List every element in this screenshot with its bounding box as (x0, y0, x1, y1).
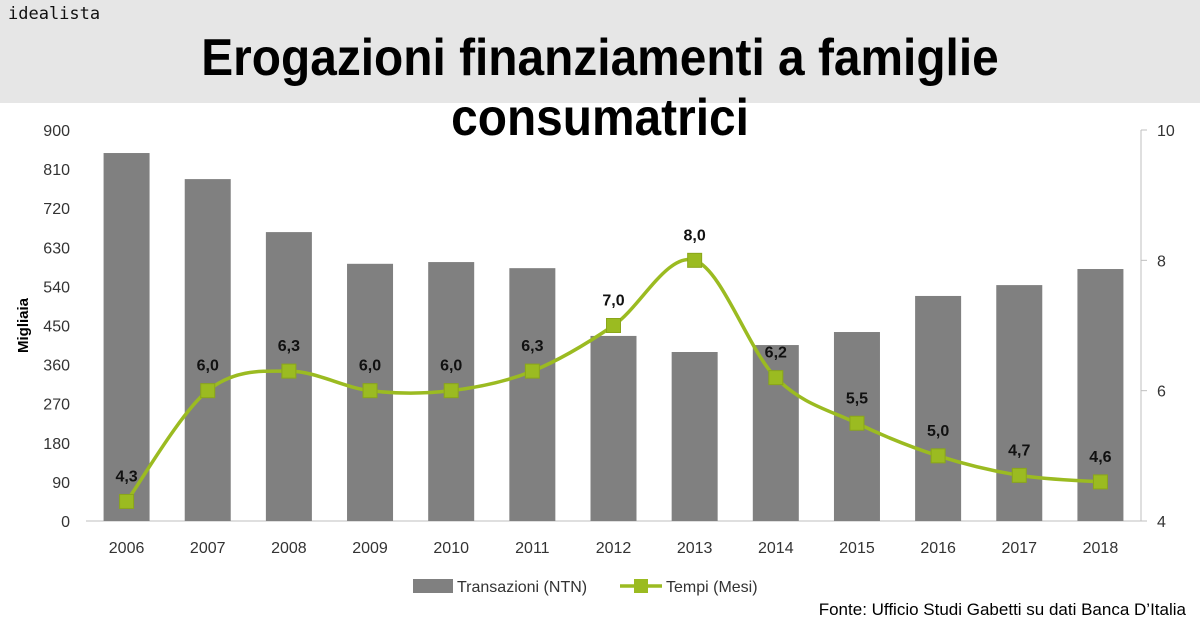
x-tick-label: 2017 (1001, 540, 1037, 557)
header: idealista Erogazioni finanziamenti a fam… (0, 0, 1200, 147)
legend-marker-swatch (634, 579, 648, 593)
data-label: 6,3 (278, 338, 300, 355)
y-tick-label: 90 (52, 475, 70, 492)
data-label: 7,0 (602, 293, 624, 310)
x-tick-label: 2014 (758, 540, 794, 557)
y-tick-label: 270 (43, 397, 70, 414)
marker-2016 (930, 448, 946, 464)
marker-2009 (362, 383, 378, 399)
bar-2016 (915, 295, 962, 521)
data-label: 4,6 (1089, 449, 1111, 466)
marker-2011 (524, 363, 540, 379)
data-label: 6,2 (765, 345, 787, 362)
x-tick-label: 2013 (677, 540, 713, 557)
data-label: 6,0 (197, 358, 219, 375)
data-label: 6,3 (521, 338, 543, 355)
x-tick-label: 2012 (596, 540, 632, 557)
y-tick-label: 450 (43, 319, 70, 336)
data-label: 4,7 (1008, 442, 1030, 459)
marker-2012 (606, 318, 621, 333)
x-tick-label: 2006 (109, 540, 145, 557)
marker-2015 (849, 415, 865, 431)
bar-2006 (103, 153, 150, 521)
x-tick-label: 2007 (190, 540, 226, 557)
data-label: 6,0 (359, 358, 381, 375)
data-label: 5,0 (927, 423, 949, 440)
y-tick-label: 720 (43, 201, 70, 218)
source-note: Fonte: Ufficio Studi Gabetti su dati Ban… (818, 600, 1186, 619)
y-tick-label: 0 (61, 514, 70, 531)
y-tick-label: 810 (43, 162, 70, 179)
data-label: 4,3 (115, 468, 137, 485)
y-tick-label: 900 (43, 123, 70, 140)
marker-2007 (200, 383, 216, 399)
marker-2014 (768, 370, 784, 386)
data-label: 6,0 (440, 358, 462, 375)
bar-2011 (509, 268, 556, 521)
bar-2007 (184, 179, 231, 521)
marker-2008 (281, 363, 297, 379)
marker-2017 (1011, 467, 1027, 483)
x-tick-label: 2008 (271, 540, 307, 557)
x-tick-label: 2018 (1083, 540, 1119, 557)
marker-2018 (1092, 474, 1108, 490)
y2-tick-label: 4 (1157, 514, 1166, 531)
x-tick-label: 2011 (515, 540, 550, 557)
y2-tick-label: 6 (1157, 384, 1166, 401)
data-label: 5,5 (846, 390, 868, 407)
x-tick-label: 2015 (839, 540, 875, 557)
legend-label-bar: Transazioni (NTN) (457, 579, 587, 596)
x-tick-label: 2010 (433, 540, 469, 557)
marker-2010 (443, 383, 459, 399)
y2-tick-label: 10 (1157, 123, 1175, 140)
data-label: 8,0 (684, 227, 706, 244)
legend-label-line: Tempi (Mesi) (666, 579, 758, 596)
bar-2012 (590, 335, 637, 521)
bar-2017 (996, 285, 1043, 521)
y-tick-label: 360 (43, 358, 70, 375)
x-tick-label: 2009 (352, 540, 388, 557)
y-axis-label: Migliaia (15, 297, 32, 353)
y-tick-label: 180 (43, 436, 70, 453)
y2-tick-label: 8 (1157, 253, 1166, 270)
x-tick-label: 2016 (920, 540, 956, 557)
brand-logo: idealista (8, 4, 101, 24)
legend-bar-swatch (413, 579, 453, 593)
bar-2013 (671, 352, 718, 521)
y-tick-label: 630 (43, 240, 70, 257)
marker-2013 (687, 252, 703, 268)
marker-2006 (119, 493, 135, 509)
page-title: Erogazioni finanziamenti a famiglie cons… (201, 29, 999, 147)
y-tick-label: 540 (43, 279, 70, 296)
